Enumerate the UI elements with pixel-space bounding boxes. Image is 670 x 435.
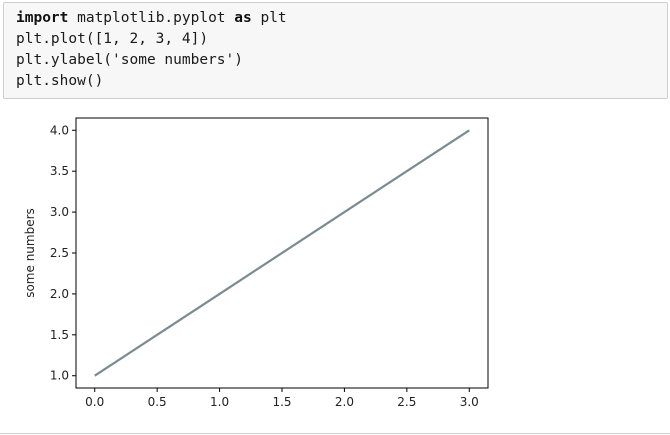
x-tick-label: 3.0 (460, 395, 479, 409)
code-line-1: import matplotlib.pyplot as plt (16, 8, 667, 29)
x-tick-label: 0.0 (85, 395, 104, 409)
x-tick-label: 0.5 (148, 395, 167, 409)
cell-divider (0, 433, 670, 434)
series-line (94, 129, 470, 377)
code-cell[interactable]: import matplotlib.pyplot as plt plt.plot… (3, 2, 668, 99)
code-token-close-paren: ) (234, 52, 243, 68)
axes-frame (75, 117, 489, 389)
x-tick-label: 2.5 (397, 395, 416, 409)
code-line-2: plt.plot([1, 2, 3, 4]) (16, 29, 667, 50)
y-tick-label: 1.0 (50, 369, 69, 383)
x-tick-label: 1.5 (272, 395, 291, 409)
y-axis-label: some numbers (23, 208, 37, 298)
output-area: 1.0 1.5 2.0 2.5 3.0 3.5 4.0 0.0 0.5 1.0 1.5 2.0 2.5… (0, 110, 670, 425)
line-chart: 1.0 1.5 2.0 2.5 3.0 3.5 4.0 0.0 0.5 1.0 1.5 2.0 2.5… (23, 117, 489, 409)
x-axis-ticks: 0.0 0.5 1.0 1.5 2.0 2.5 3.0 (85, 388, 479, 409)
y-tick-label: 3.0 (50, 205, 69, 219)
y-tick-label: 4.0 (50, 123, 69, 137)
code-token-string: 'some numbers' (112, 52, 235, 68)
series-group (94, 129, 470, 377)
y-tick-label: 2.5 (50, 246, 69, 260)
y-tick-label: 3.5 (50, 164, 69, 178)
y-axis-ticks: 1.0 1.5 2.0 2.5 3.0 3.5 4.0 (50, 123, 76, 383)
code-line-4: plt.show() (16, 71, 667, 92)
code-line-3: plt.ylabel('some numbers') (16, 50, 667, 71)
code-token-alias: plt (251, 10, 287, 26)
code-token-import: import (16, 10, 69, 26)
code-token-module: matplotlib.pyplot (68, 10, 235, 26)
x-tick-label: 1.0 (210, 395, 229, 409)
y-tick-label: 1.5 (50, 328, 69, 342)
code-token-show-call: plt.show() (16, 73, 104, 89)
code-token-as: as (234, 10, 252, 26)
code-token-plot-call: plt.plot([1, 2, 3, 4]) (16, 31, 209, 47)
code-token-ylabel-call: plt.ylabel( (16, 52, 113, 68)
x-tick-label: 2.0 (335, 395, 354, 409)
y-tick-label: 2.0 (50, 287, 69, 301)
